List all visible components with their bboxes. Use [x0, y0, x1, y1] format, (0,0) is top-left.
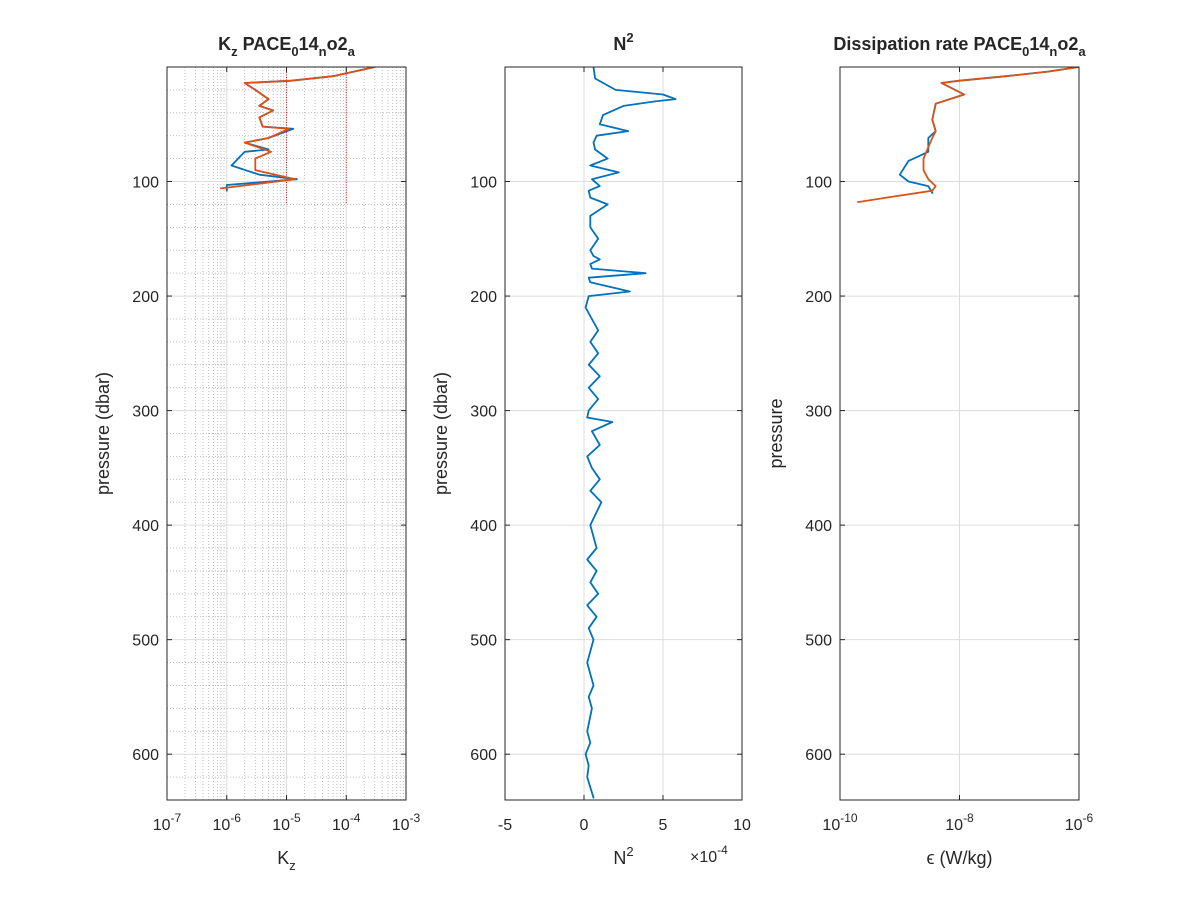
- y-tick-label: 600: [470, 747, 497, 764]
- minor-grid: [167, 67, 406, 800]
- x-tick-label: 0: [580, 817, 589, 834]
- x-tick-label: 10: [733, 817, 751, 834]
- series-group: [857, 67, 1079, 204]
- chart-title: N2: [613, 30, 633, 54]
- panel-3: 100 200 300 400 500 600 10-10 10-8 10-6 ϵ (W/kg) p…: [766, 34, 1094, 868]
- x-tick-label: 10-3: [392, 811, 421, 834]
- series-line-2: [857, 67, 1079, 204]
- y-tick-label: 100: [470, 175, 497, 192]
- series-group: [220, 67, 376, 192]
- y-tick-label: 200: [132, 289, 159, 306]
- y-tick-label: 600: [132, 747, 159, 764]
- y-tick-label: 400: [132, 518, 159, 535]
- y-tick-label: 100: [132, 175, 159, 192]
- panel-1: 100 200 300 400 500 600 10-7 10-6 10-5 10-4 10-3 Kz…: [93, 34, 421, 873]
- ticks: 100 200 300 400 500 600 -5 0 5 10: [470, 67, 751, 834]
- y-axis-label: pressure (dbar): [93, 372, 113, 495]
- y-tick-label: 200: [805, 289, 832, 306]
- y-tick-label: 500: [805, 633, 832, 650]
- x-tick-label: 10-5: [272, 811, 301, 834]
- x-axis-label: N2: [613, 844, 633, 868]
- axes-frame: [504, 66, 743, 801]
- series-line-1: [584, 67, 677, 799]
- y-tick-label: 300: [132, 404, 159, 421]
- y-tick-label: 200: [470, 289, 497, 306]
- plot-area: [505, 67, 742, 800]
- x-tick-label: 10-10: [822, 811, 857, 834]
- series-group: [584, 67, 677, 799]
- x-axis-multiplier: ×10-4: [690, 843, 728, 866]
- x-tick-label: 10-6: [1065, 811, 1094, 834]
- y-tick-label: 300: [470, 404, 497, 421]
- ticks: 100 200 300 400 500 600 10-7 10-6 10-5 10-4 10-3: [132, 67, 421, 834]
- x-tick-label: 10-7: [153, 811, 182, 834]
- x-tick-label: 10-6: [213, 811, 242, 834]
- y-axis-label: pressure (dbar): [431, 372, 451, 495]
- y-tick-label: 400: [470, 518, 497, 535]
- y-axis-label: pressure: [766, 398, 786, 468]
- ticks: 100 200 300 400 500 600 10-10 10-8 10-6: [805, 67, 1094, 834]
- x-tick-label: 5: [659, 817, 668, 834]
- series-line-2: [220, 67, 376, 190]
- chart-title: Kz PACE014no2a: [218, 34, 355, 59]
- panel-2: 100 200 300 400 500 600 -5 0 5 10 ×10-4 N2 pressure …: [431, 30, 751, 868]
- y-tick-label: 300: [805, 404, 832, 421]
- y-tick-label: 500: [470, 633, 497, 650]
- x-tick-label: 10-8: [945, 811, 974, 834]
- x-axis-label: Kz: [277, 848, 296, 873]
- x-tick-label: -5: [498, 817, 512, 834]
- y-tick-label: 500: [132, 633, 159, 650]
- y-tick-label: 600: [805, 747, 832, 764]
- y-tick-label: 400: [805, 518, 832, 535]
- x-tick-label: 10-4: [332, 811, 361, 834]
- y-tick-label: 100: [805, 175, 832, 192]
- chart-title: Dissipation rate PACE014no2a: [833, 34, 1086, 59]
- x-axis-label: ϵ (W/kg): [927, 848, 993, 868]
